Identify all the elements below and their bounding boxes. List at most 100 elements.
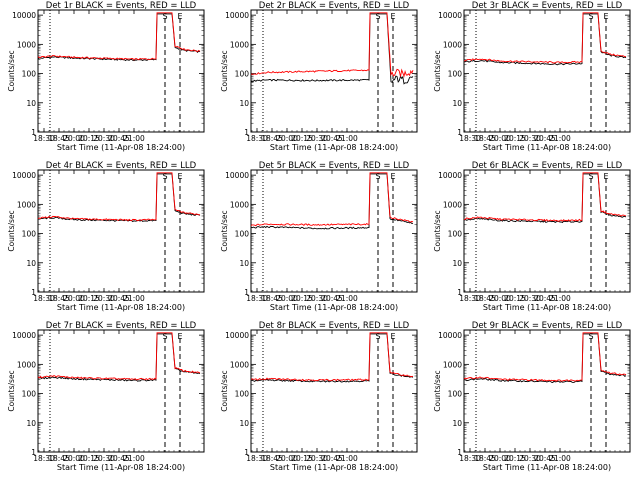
series-line-black xyxy=(463,13,627,66)
x-tick-label: 18:45 xyxy=(474,134,496,143)
x-tick-label: 20:15 xyxy=(504,134,526,143)
y-tick-label: 10000 xyxy=(225,171,249,180)
y-tick-label: 1000 xyxy=(17,360,36,369)
x-tick-label: 18:30 xyxy=(459,454,481,463)
y-tick-label: 1 xyxy=(31,448,36,457)
y-tick-label: 10 xyxy=(26,99,36,108)
y-tick-label: 10000 xyxy=(12,171,36,180)
series-line-red xyxy=(37,332,201,381)
y-tick-label: 10 xyxy=(239,419,249,428)
marker-label: S xyxy=(162,172,167,181)
y-tick-label: 10 xyxy=(26,259,36,268)
x-tick-label: 18:45 xyxy=(474,294,496,303)
y-tick-label: 100 xyxy=(235,70,250,79)
marker-label: S xyxy=(162,332,167,341)
y-tick-label: 10000 xyxy=(438,11,462,20)
x-tick-label: 20:15 xyxy=(504,294,526,303)
y-tick-label: 10 xyxy=(452,259,462,268)
y-tick-label: 10000 xyxy=(438,171,462,180)
series-line-black xyxy=(37,13,201,62)
x-tick-label: 20:30 xyxy=(93,134,115,143)
y-tick-label: 1000 xyxy=(230,360,249,369)
marker-label: S xyxy=(162,12,167,21)
series-line-red xyxy=(250,172,414,227)
y-tick-label: 1000 xyxy=(443,200,462,209)
x-tick-label: 20:15 xyxy=(504,454,526,463)
plot-title: Det 2r BLACK = Events, RED = LLD xyxy=(259,1,410,11)
marker-label: E xyxy=(603,172,608,181)
series-line-black xyxy=(463,173,627,224)
x-tick-label: 21:00 xyxy=(549,134,571,143)
marker-label: E xyxy=(603,332,608,341)
series-line-red xyxy=(463,332,627,382)
x-axis-label: Start Time (11-Apr-08 18:24:00) xyxy=(270,463,398,472)
y-tick-label: 100 xyxy=(448,70,463,79)
marker-label: E xyxy=(177,172,182,181)
y-tick-label: 1000 xyxy=(443,40,462,49)
plot-panel: Det 5r BLACK = Events, RED = LLD 1 10 100 10… xyxy=(220,161,418,312)
x-tick-label: 20:15 xyxy=(78,134,100,143)
x-tick-label: 20:45 xyxy=(534,134,556,143)
y-tick-label: 1 xyxy=(457,128,462,137)
y-tick-label: 10 xyxy=(26,419,36,428)
marker-label: S xyxy=(375,172,380,181)
x-tick-label: 20:00 xyxy=(276,294,298,303)
x-tick-label: 18:45 xyxy=(48,454,70,463)
x-axis-label: Start Time (11-Apr-08 18:24:00) xyxy=(483,143,611,152)
marker-label: S xyxy=(588,172,593,181)
x-tick-label: 20:30 xyxy=(93,454,115,463)
y-tick-label: 1 xyxy=(31,288,36,297)
x-tick-label: 20:00 xyxy=(63,454,85,463)
y-axis-label: Counts/sec xyxy=(220,210,229,251)
x-tick-label: 21:00 xyxy=(336,454,358,463)
x-tick-label: 21:00 xyxy=(336,294,358,303)
plot-frame xyxy=(37,169,205,293)
plot-title: Det 3r BLACK = Events, RED = LLD xyxy=(472,1,623,11)
plot-frame xyxy=(463,169,631,293)
y-tick-label: 1000 xyxy=(230,40,249,49)
series-line-red xyxy=(37,172,201,222)
x-tick-label: 20:45 xyxy=(321,134,343,143)
x-axis-label: Start Time (11-Apr-08 18:24:00) xyxy=(57,303,185,312)
marker-label: E xyxy=(177,12,182,21)
x-tick-label: 21:00 xyxy=(549,454,571,463)
x-tick-label: 18:45 xyxy=(48,134,70,143)
x-tick-label: 18:45 xyxy=(48,294,70,303)
y-tick-label: 100 xyxy=(448,390,463,399)
x-tick-label: 18:45 xyxy=(261,134,283,143)
x-tick-label: 18:30 xyxy=(33,294,55,303)
x-tick-label: 20:00 xyxy=(276,454,298,463)
series-line-black xyxy=(250,13,414,85)
x-tick-label: 20:45 xyxy=(321,454,343,463)
plot-frame xyxy=(250,169,418,293)
x-tick-label: 21:00 xyxy=(123,134,145,143)
y-axis-label: Counts/sec xyxy=(433,210,442,251)
x-tick-label: 20:45 xyxy=(108,134,130,143)
series-line-red xyxy=(463,12,626,64)
marker-label: S xyxy=(375,12,380,21)
y-axis-label: Counts/sec xyxy=(433,50,442,91)
x-tick-label: 18:30 xyxy=(246,294,268,303)
x-tick-label: 18:45 xyxy=(261,454,283,463)
x-tick-label: 20:30 xyxy=(306,294,328,303)
marker-label: S xyxy=(588,332,593,341)
plot-frame xyxy=(37,329,205,453)
y-tick-label: 1000 xyxy=(230,200,249,209)
x-tick-label: 20:45 xyxy=(321,294,343,303)
plot-title: Det 8r BLACK = Events, RED = LLD xyxy=(259,321,410,331)
y-tick-label: 100 xyxy=(22,70,37,79)
marker-label: E xyxy=(390,172,395,181)
x-tick-label: 20:30 xyxy=(519,294,541,303)
plot-frame xyxy=(250,9,418,133)
y-tick-label: 1000 xyxy=(17,200,36,209)
x-tick-label: 20:45 xyxy=(534,454,556,463)
y-tick-label: 1 xyxy=(244,288,249,297)
y-tick-label: 1 xyxy=(457,288,462,297)
marker-label: E xyxy=(390,12,395,21)
x-axis-label: Start Time (11-Apr-08 18:24:00) xyxy=(270,303,398,312)
marker-label: S xyxy=(588,12,593,21)
y-tick-label: 100 xyxy=(235,390,250,399)
x-tick-label: 20:15 xyxy=(78,454,100,463)
